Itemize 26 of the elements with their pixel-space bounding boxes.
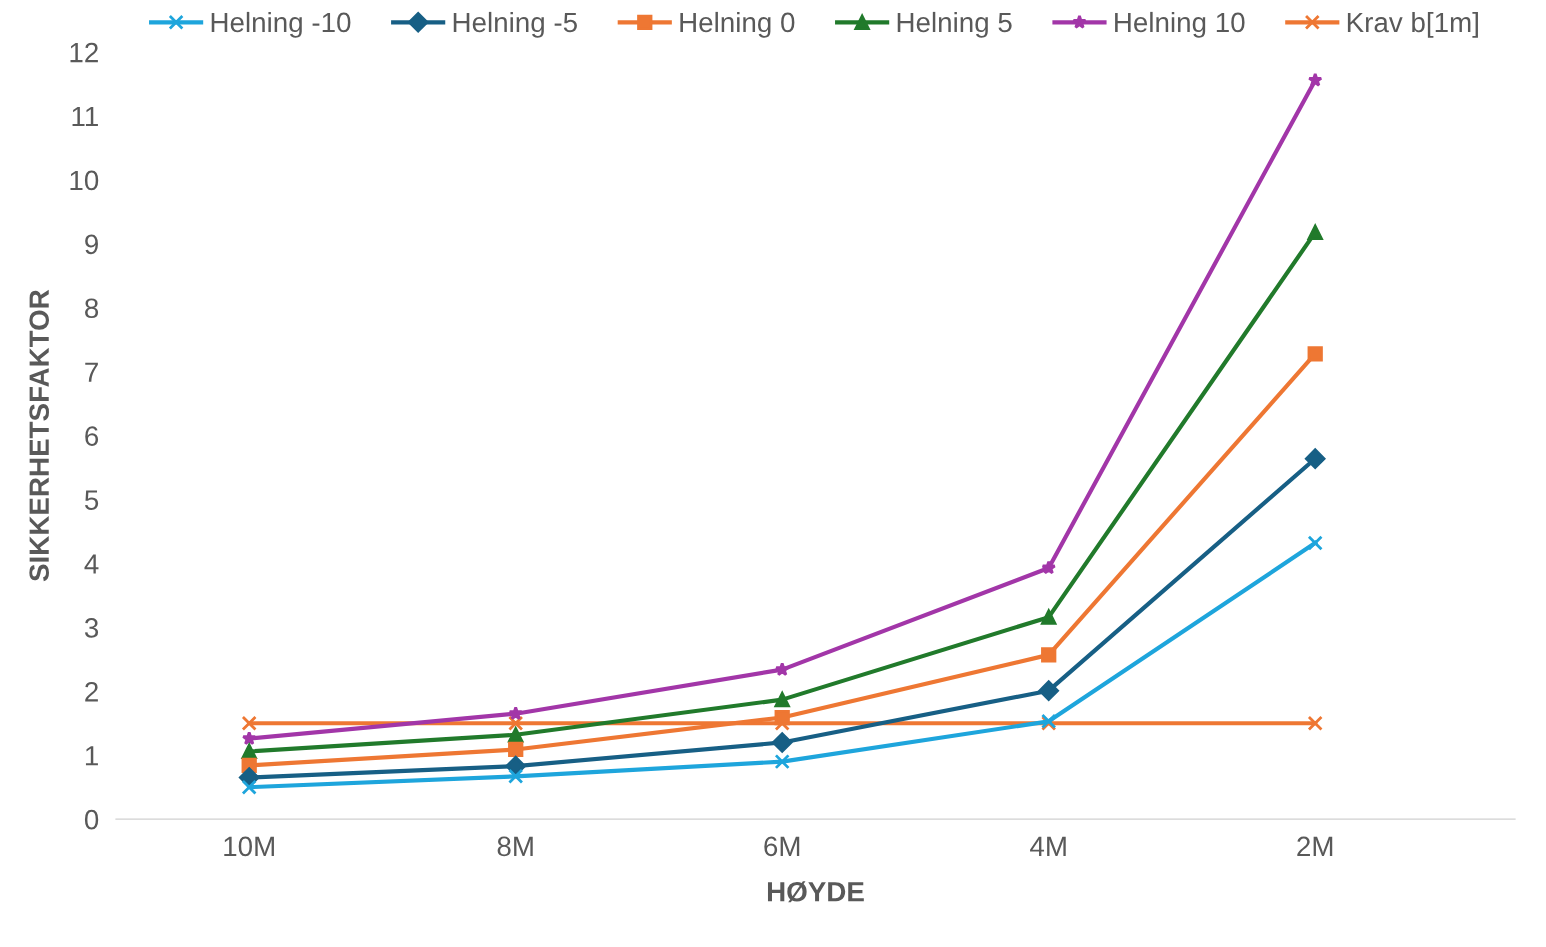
legend-label: Helning 0 (680, 11, 795, 38)
y-tick-label: 9 (85, 234, 98, 255)
y-tick-label: 5 (84, 490, 99, 510)
legend-label: Helning 10 (1115, 11, 1245, 38)
y-tick-label: 0 (84, 809, 99, 830)
legend-label: Krav b[1m] (1347, 11, 1478, 38)
x-tick-label: 10M (224, 836, 274, 857)
legend-label: Helning -5 (453, 11, 577, 38)
x-axis-title: HØYDE (767, 881, 864, 903)
y-tick-label: 8 (85, 298, 99, 319)
x-tick-label: 4M (1030, 836, 1066, 856)
y-tick-label: 1 (85, 746, 98, 766)
y-tick-label: 6 (85, 426, 99, 446)
y-axis-title: SIKKERHETSFAKTOR (29, 289, 50, 582)
y-tick-label: 3 (84, 618, 99, 638)
legend-label: Helning -10 (211, 11, 351, 38)
x-tick-label: 6M (764, 836, 800, 857)
x-tick-label: 8M (497, 836, 533, 857)
y-tick-label: 7 (85, 362, 98, 382)
x-tick-label: 2M (1297, 836, 1333, 856)
y-tick-label: 2 (85, 681, 98, 702)
legend-label: Helning 5 (897, 11, 1012, 38)
y-tick-label: 11 (72, 106, 98, 127)
y-tick-label: 12 (70, 42, 98, 63)
y-tick-label: 4 (84, 554, 99, 574)
y-tick-label: 10 (70, 170, 99, 191)
